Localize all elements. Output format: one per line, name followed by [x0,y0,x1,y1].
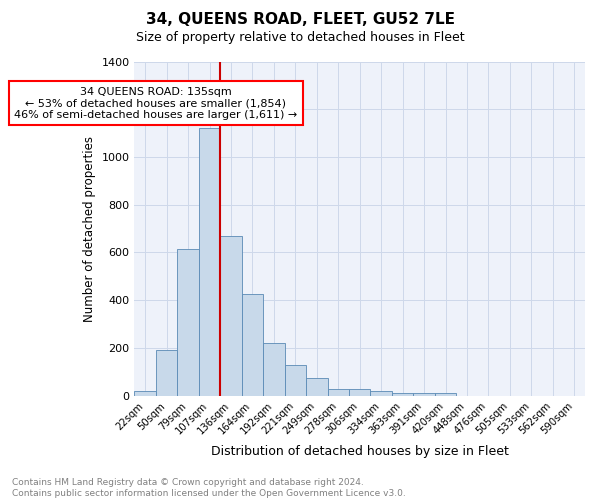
Bar [435,394,456,396]
X-axis label: Distribution of detached houses by size in Fleet: Distribution of detached houses by size … [211,444,509,458]
Text: 34 QUEENS ROAD: 135sqm
← 53% of detached houses are smaller (1,854)
46% of semi-: 34 QUEENS ROAD: 135sqm ← 53% of detached… [14,86,298,120]
Bar [220,236,242,396]
Bar [349,389,370,396]
Bar [134,392,156,396]
Bar [263,343,284,396]
Bar [306,378,328,396]
Y-axis label: Number of detached properties: Number of detached properties [83,136,96,322]
Text: Size of property relative to detached houses in Fleet: Size of property relative to detached ho… [136,32,464,44]
Bar [413,394,435,396]
Bar [392,392,413,396]
Bar [370,392,392,396]
Bar [178,249,199,396]
Text: 34, QUEENS ROAD, FLEET, GU52 7LE: 34, QUEENS ROAD, FLEET, GU52 7LE [146,12,455,28]
Bar [156,350,178,396]
Bar [328,389,349,396]
Bar [284,365,306,396]
Bar [242,294,263,396]
Text: Contains HM Land Registry data © Crown copyright and database right 2024.
Contai: Contains HM Land Registry data © Crown c… [12,478,406,498]
Bar [199,128,220,396]
